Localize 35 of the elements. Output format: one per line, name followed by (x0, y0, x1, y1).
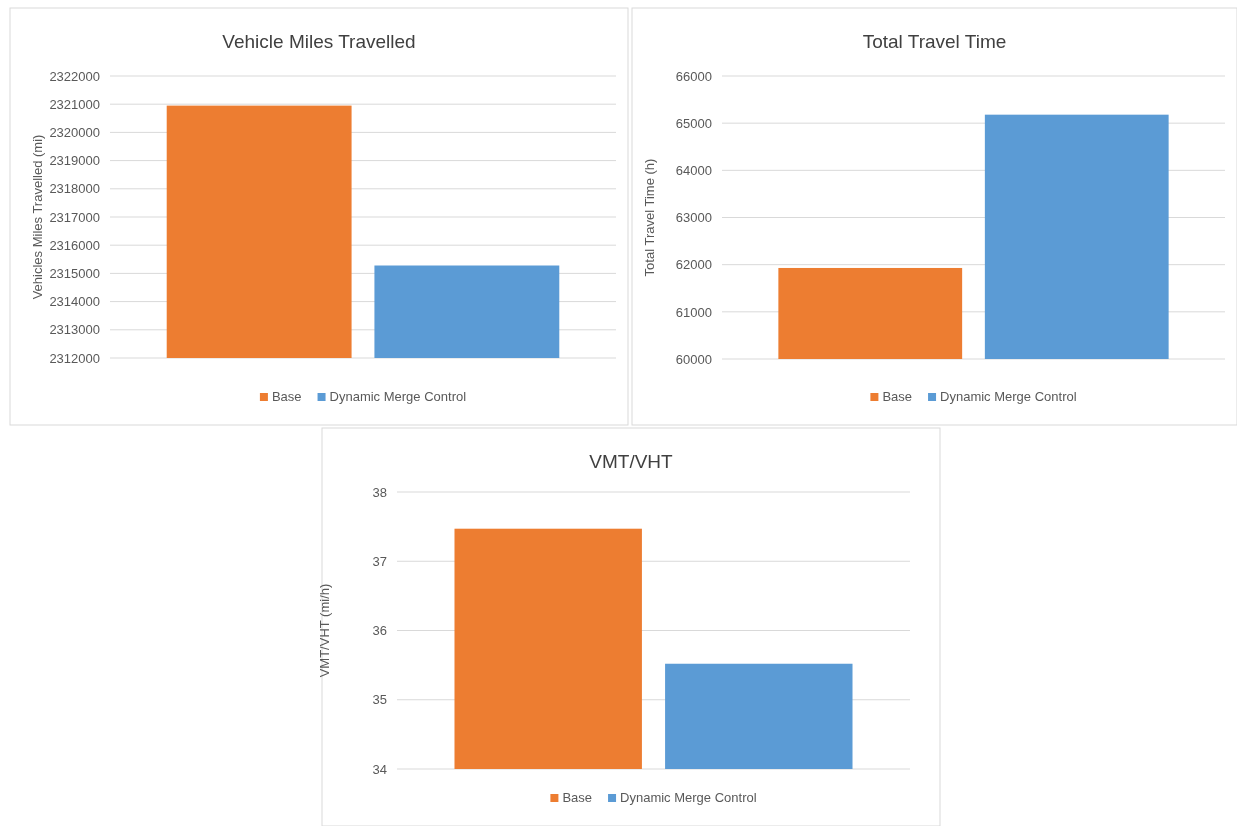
chart-title: Total Travel Time (862, 31, 1007, 52)
y-tick-label: 63000 (675, 210, 712, 226)
y-tick-label: 65000 (675, 115, 712, 131)
y-tick-label: 36 (372, 623, 387, 639)
y-tick-label: 2320000 (49, 125, 100, 141)
legend-label: Base (562, 790, 593, 805)
y-tick-label: 37 (372, 553, 387, 569)
y-tick-label: 62000 (675, 257, 712, 273)
chart-title: Vehicle Miles Travelled (222, 31, 416, 52)
y-tick-label: 34 (372, 761, 387, 777)
legend-label: Dynamic Merge Control (329, 389, 467, 404)
y-tick-label: 2312000 (49, 350, 100, 366)
y-tick-label: 66000 (675, 68, 712, 84)
y-axis-title: Vehicles Miles Travelled (mi) (30, 134, 45, 300)
y-tick-label: 35 (372, 692, 387, 708)
legend-label: Dynamic Merge Control (620, 790, 757, 805)
y-tick-label: 2315000 (49, 266, 100, 282)
y-tick-label: 2314000 (49, 294, 100, 310)
y-tick-label: 61000 (675, 304, 712, 320)
y-tick-label: 2321000 (49, 96, 100, 112)
y-tick-label: 64000 (675, 162, 712, 178)
y-tick-label: 2316000 (49, 237, 100, 253)
y-tick-label: 60000 (675, 351, 712, 367)
legend-label: Base (882, 389, 913, 404)
chart-title: VMT/VHT (589, 451, 674, 472)
y-tick-label: 2322000 (49, 68, 100, 84)
y-tick-label: 2317000 (49, 209, 100, 225)
y-tick-label: 2313000 (49, 322, 100, 338)
legend-label: Base (271, 389, 302, 404)
y-axis-title: VMT/VHT (mi/h) (317, 583, 332, 678)
legend-label: Dynamic Merge Control (940, 389, 1077, 404)
y-tick-label: 2318000 (49, 181, 100, 197)
y-tick-label: 38 (372, 484, 387, 500)
y-tick-label: 2319000 (49, 153, 100, 169)
y-axis-title: Total Travel Time (h) (642, 158, 657, 277)
